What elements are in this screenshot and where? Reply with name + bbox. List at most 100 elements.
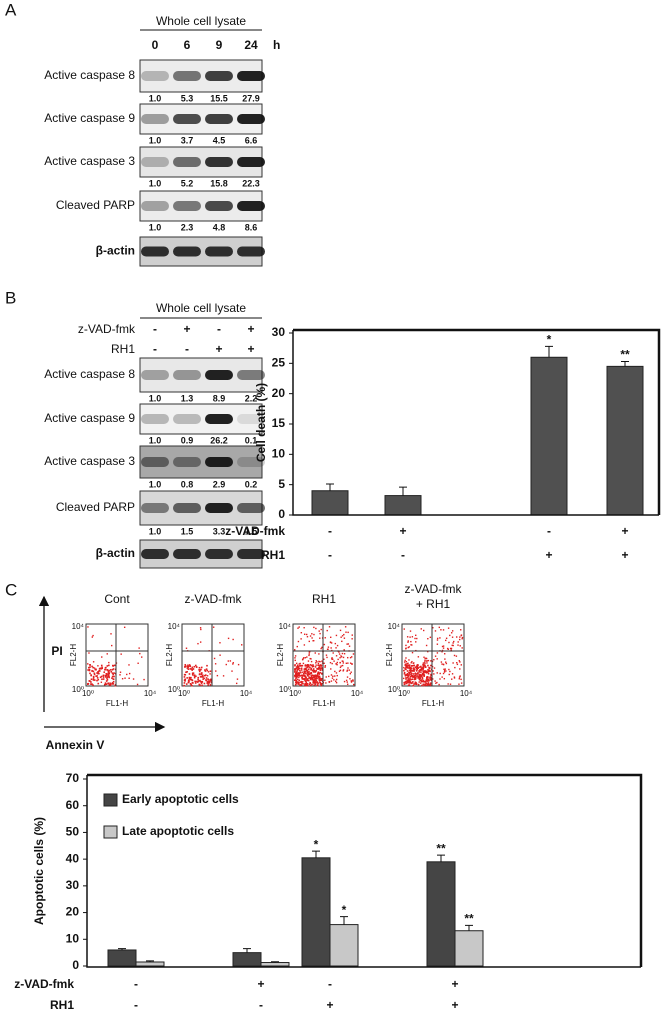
dot <box>184 666 186 668</box>
dot <box>445 662 448 665</box>
dot <box>444 639 447 642</box>
dot <box>314 683 317 686</box>
dot <box>407 680 410 683</box>
dot <box>205 679 208 682</box>
dot <box>447 683 449 685</box>
dot <box>336 644 339 647</box>
dot <box>339 666 342 669</box>
dot <box>422 671 425 674</box>
dot <box>410 662 412 664</box>
band <box>173 114 201 124</box>
condition-sign: + <box>451 977 458 991</box>
dot <box>92 634 94 637</box>
band <box>205 246 233 257</box>
error-bar <box>146 960 154 962</box>
condition-label: z-VAD-fmk <box>78 322 136 336</box>
dot <box>336 661 339 664</box>
dot <box>303 670 306 672</box>
lane-label: 9 <box>216 38 223 52</box>
quant-label: 1.0 <box>149 435 162 445</box>
dot <box>209 673 211 675</box>
dot <box>304 667 306 670</box>
dot <box>311 674 313 676</box>
dot <box>294 649 296 651</box>
dot <box>337 658 339 661</box>
dot <box>423 675 425 678</box>
dot <box>114 684 117 687</box>
dot <box>194 680 196 683</box>
dot <box>90 681 92 683</box>
dot <box>411 664 414 667</box>
dot <box>200 628 202 631</box>
dot <box>315 679 318 682</box>
dot <box>310 675 313 677</box>
dot <box>327 646 330 648</box>
dot <box>352 680 354 682</box>
condition-label: RH1 <box>261 548 285 562</box>
dot <box>334 675 336 677</box>
dot <box>208 679 210 681</box>
dot <box>312 665 315 668</box>
dot <box>295 679 298 682</box>
condition-sign: + <box>183 322 190 336</box>
quant-label: 0.9 <box>181 435 194 445</box>
dot <box>326 629 328 632</box>
dot <box>306 664 309 667</box>
dot <box>321 646 323 649</box>
dot <box>424 662 426 665</box>
dot <box>425 660 428 662</box>
dot <box>430 674 432 677</box>
quant-label: 4.8 <box>213 222 226 232</box>
dot <box>321 677 323 680</box>
error-bar <box>243 948 251 953</box>
plot-title: + RH1 <box>416 597 451 611</box>
error-bar <box>340 916 348 925</box>
dot <box>423 673 425 676</box>
dot <box>111 683 114 685</box>
dot <box>112 664 114 667</box>
dot <box>320 647 322 650</box>
dot <box>111 675 114 678</box>
dot <box>441 645 444 648</box>
dot <box>108 683 111 686</box>
dot <box>410 672 412 674</box>
dot <box>405 668 407 671</box>
tick-label: 10⁰ <box>72 685 84 694</box>
dot <box>97 671 99 673</box>
dot <box>414 637 416 640</box>
dot <box>414 677 417 680</box>
tick-label: 10⁰ <box>289 689 301 698</box>
dot <box>421 673 423 676</box>
legend-label: Early apoptotic cells <box>122 792 239 806</box>
dot <box>409 670 412 672</box>
dot <box>321 660 323 662</box>
blot-label: β-actin <box>96 244 135 258</box>
dot <box>403 671 406 674</box>
dot <box>340 665 342 667</box>
dot <box>88 668 91 671</box>
dot <box>315 664 317 666</box>
legend-swatch <box>103 793 118 807</box>
dot <box>232 662 234 664</box>
dot <box>318 660 320 663</box>
condition-sign: - <box>185 342 189 356</box>
condition-sign: + <box>399 524 406 538</box>
dot <box>330 636 332 639</box>
dot <box>418 681 420 683</box>
dot <box>326 656 328 659</box>
dot <box>110 683 112 685</box>
dot <box>315 669 317 672</box>
dot <box>338 651 340 653</box>
dot <box>411 665 413 667</box>
dot <box>105 676 107 678</box>
dot <box>219 642 221 644</box>
blot-label: β-actin <box>96 546 135 560</box>
dot <box>120 653 122 655</box>
band <box>205 201 233 211</box>
dot <box>427 672 430 675</box>
dot <box>416 637 418 640</box>
dot <box>404 681 406 684</box>
dot <box>317 682 319 685</box>
dot <box>458 678 461 680</box>
quant-label: 8.6 <box>245 222 258 232</box>
